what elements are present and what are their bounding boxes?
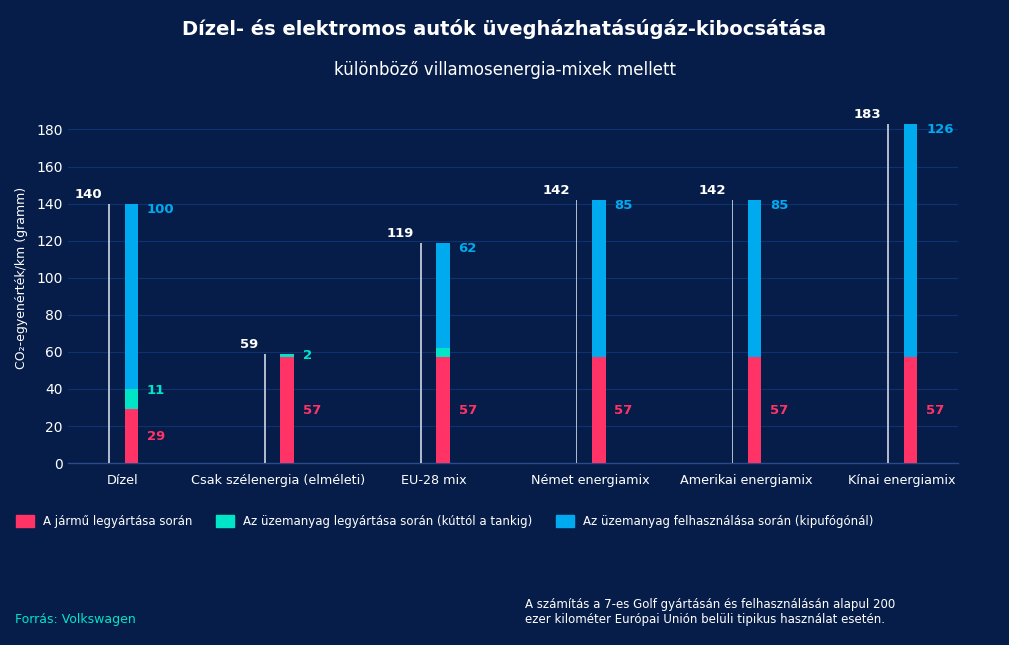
Text: 57: 57 <box>770 404 788 417</box>
Bar <box>592 200 605 357</box>
Bar <box>732 200 734 463</box>
Bar <box>748 200 762 357</box>
Bar <box>281 353 294 357</box>
Text: 142: 142 <box>698 184 725 197</box>
Text: Forrás: Volkswagen: Forrás: Volkswagen <box>15 613 136 626</box>
Text: 29: 29 <box>147 430 165 442</box>
Legend: A jármű legyártása során, Az üzemanyag legyártása során (kúttól a tankig), Az üz: A jármű legyártása során, Az üzemanyag l… <box>11 510 879 532</box>
Bar <box>124 389 138 410</box>
Text: 183: 183 <box>854 108 882 121</box>
Bar <box>436 243 450 348</box>
Text: 11: 11 <box>147 384 165 397</box>
Bar <box>748 357 762 463</box>
Text: 57: 57 <box>614 404 633 417</box>
Bar <box>436 357 450 463</box>
Text: 142: 142 <box>543 184 570 197</box>
Bar <box>281 357 294 463</box>
Text: A számítás a 7-es Golf gyártásán és felhasználásán alapul 200
ezer kilométer Eur: A számítás a 7-es Golf gyártásán és felh… <box>525 598 895 626</box>
Text: 140: 140 <box>75 188 102 201</box>
Text: 85: 85 <box>770 199 789 212</box>
Text: 57: 57 <box>458 404 477 417</box>
Bar <box>124 410 138 463</box>
Bar <box>108 204 110 463</box>
Text: 126: 126 <box>926 123 954 136</box>
Text: 100: 100 <box>147 203 175 215</box>
Bar <box>264 353 265 463</box>
Text: 85: 85 <box>614 199 633 212</box>
Text: különböző villamosenergia-mixek mellett: különböző villamosenergia-mixek mellett <box>334 61 675 79</box>
Bar <box>124 204 138 389</box>
Bar <box>888 124 889 463</box>
Text: 57: 57 <box>926 404 944 417</box>
Y-axis label: CO₂-egyenérték/km (gramm): CO₂-egyenérték/km (gramm) <box>15 186 28 369</box>
Text: 62: 62 <box>458 242 477 255</box>
Bar <box>904 357 917 463</box>
Text: 119: 119 <box>386 227 414 240</box>
Text: 57: 57 <box>303 404 321 417</box>
Bar <box>436 348 450 357</box>
Text: 59: 59 <box>240 338 258 351</box>
Bar <box>420 243 422 463</box>
Text: Dízel- és elektromos autók üvegházhatásúgáz-kibocsátása: Dízel- és elektromos autók üvegházhatású… <box>183 19 826 39</box>
Bar <box>904 124 917 357</box>
Text: 2: 2 <box>303 349 312 362</box>
Bar <box>592 357 605 463</box>
Bar <box>576 200 577 463</box>
